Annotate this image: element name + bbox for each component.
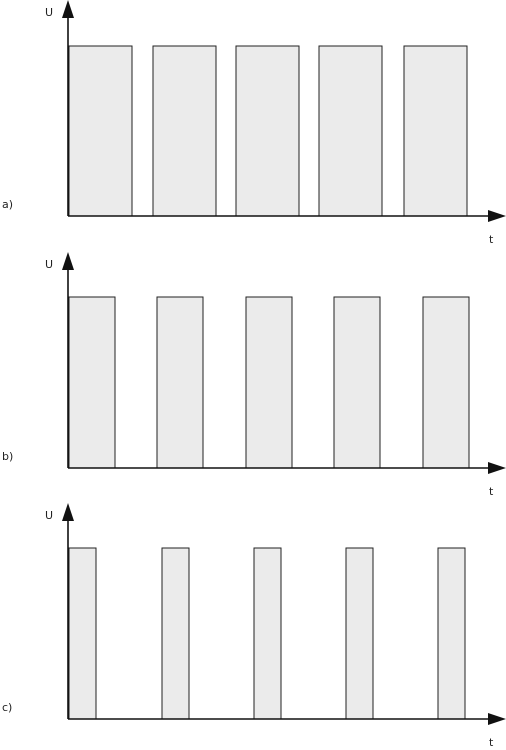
x-arrow xyxy=(488,210,506,222)
pulse xyxy=(345,547,374,720)
x-axis-label: t xyxy=(489,485,494,498)
y-axis-label: U xyxy=(45,509,53,522)
pulse xyxy=(156,296,204,469)
pulse xyxy=(68,45,133,217)
x-arrow xyxy=(488,462,506,474)
pulse xyxy=(403,45,468,217)
pulse xyxy=(437,547,466,720)
pulse xyxy=(68,547,97,720)
y-axis-label: U xyxy=(45,6,53,19)
y-arrow xyxy=(62,0,74,18)
pulse xyxy=(245,296,293,469)
pulse xyxy=(253,547,282,720)
pulse xyxy=(235,45,300,217)
y-arrow xyxy=(62,252,74,270)
x-axis-label: t xyxy=(489,233,494,246)
panel-label: b) xyxy=(2,450,13,463)
pulse xyxy=(161,547,190,720)
y-arrow xyxy=(62,503,74,521)
pulse xyxy=(318,45,383,217)
y-axis-label: U xyxy=(45,258,53,271)
pulse xyxy=(333,296,381,469)
x-axis-label: t xyxy=(489,736,494,749)
x-arrow xyxy=(488,713,506,725)
pulse xyxy=(152,45,217,217)
panel-label: a) xyxy=(2,198,13,211)
panel-label: c) xyxy=(2,701,12,714)
pulse xyxy=(68,296,116,469)
pulse xyxy=(422,296,470,469)
